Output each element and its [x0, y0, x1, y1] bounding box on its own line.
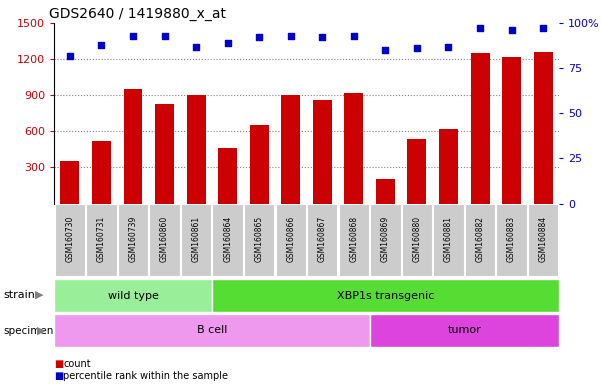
FancyBboxPatch shape	[370, 314, 559, 347]
Bar	[471, 53, 489, 204]
Text: GSM160880: GSM160880	[412, 215, 421, 262]
FancyBboxPatch shape	[54, 314, 370, 347]
FancyBboxPatch shape	[465, 204, 495, 276]
Text: ■: ■	[54, 371, 63, 381]
FancyBboxPatch shape	[244, 204, 274, 276]
FancyBboxPatch shape	[212, 279, 559, 312]
Bar	[376, 179, 395, 204]
FancyBboxPatch shape	[339, 204, 369, 276]
Point	[191, 43, 201, 50]
Bar	[60, 161, 79, 204]
Point	[475, 25, 485, 31]
Point	[412, 45, 422, 51]
Bar	[124, 89, 142, 204]
Point	[97, 41, 106, 48]
Text: GSM160884: GSM160884	[538, 215, 548, 262]
Text: GSM160881: GSM160881	[444, 215, 453, 262]
Text: strain: strain	[3, 290, 35, 300]
Bar	[155, 104, 174, 204]
FancyBboxPatch shape	[307, 204, 337, 276]
Point	[65, 53, 75, 59]
Text: ▶: ▶	[37, 326, 45, 336]
Text: B cell: B cell	[197, 325, 227, 335]
Point	[538, 25, 548, 31]
Text: GSM160730: GSM160730	[66, 215, 75, 262]
Text: ■: ■	[54, 359, 63, 369]
Point	[349, 33, 359, 39]
FancyBboxPatch shape	[87, 204, 117, 276]
Point	[286, 33, 296, 39]
Text: GSM160867: GSM160867	[318, 215, 327, 262]
Text: GSM160866: GSM160866	[286, 215, 295, 262]
Text: ▶: ▶	[35, 290, 43, 300]
Bar	[281, 95, 300, 204]
Bar	[439, 129, 458, 204]
Text: GSM160883: GSM160883	[507, 215, 516, 262]
FancyBboxPatch shape	[402, 204, 432, 276]
Text: GSM160860: GSM160860	[160, 215, 169, 262]
Bar	[92, 141, 111, 204]
Point	[160, 33, 169, 39]
Bar	[186, 95, 206, 204]
Bar	[534, 52, 553, 204]
FancyBboxPatch shape	[54, 279, 212, 312]
Bar	[313, 100, 332, 204]
Point	[223, 40, 233, 46]
FancyBboxPatch shape	[55, 204, 85, 276]
FancyBboxPatch shape	[433, 204, 463, 276]
Text: wild type: wild type	[108, 291, 159, 301]
FancyBboxPatch shape	[276, 204, 306, 276]
Point	[254, 35, 264, 41]
Bar	[407, 139, 426, 204]
Text: GDS2640 / 1419880_x_at: GDS2640 / 1419880_x_at	[49, 7, 226, 21]
Bar	[218, 148, 237, 204]
Text: percentile rank within the sample: percentile rank within the sample	[63, 371, 228, 381]
Point	[444, 43, 453, 50]
FancyBboxPatch shape	[150, 204, 180, 276]
Text: GSM160869: GSM160869	[381, 215, 390, 262]
FancyBboxPatch shape	[496, 204, 526, 276]
Point	[507, 27, 516, 33]
FancyBboxPatch shape	[181, 204, 211, 276]
Text: specimen: specimen	[3, 326, 53, 336]
Text: GSM160882: GSM160882	[475, 215, 484, 262]
FancyBboxPatch shape	[528, 204, 558, 276]
Text: GSM160865: GSM160865	[255, 215, 264, 262]
FancyBboxPatch shape	[213, 204, 243, 276]
Point	[317, 35, 327, 41]
Text: GSM160731: GSM160731	[97, 215, 106, 262]
Text: GSM160868: GSM160868	[349, 215, 358, 262]
Text: GSM160739: GSM160739	[129, 215, 138, 262]
FancyBboxPatch shape	[370, 204, 400, 276]
Text: GSM160864: GSM160864	[223, 215, 232, 262]
Text: tumor: tumor	[447, 325, 481, 335]
Text: count: count	[63, 359, 91, 369]
Bar	[344, 93, 363, 204]
Point	[380, 47, 390, 53]
Text: XBP1s transgenic: XBP1s transgenic	[337, 291, 434, 301]
Text: GSM160861: GSM160861	[192, 215, 201, 262]
Point	[128, 33, 138, 39]
FancyBboxPatch shape	[118, 204, 148, 276]
Bar	[502, 57, 521, 204]
Bar	[249, 125, 269, 204]
